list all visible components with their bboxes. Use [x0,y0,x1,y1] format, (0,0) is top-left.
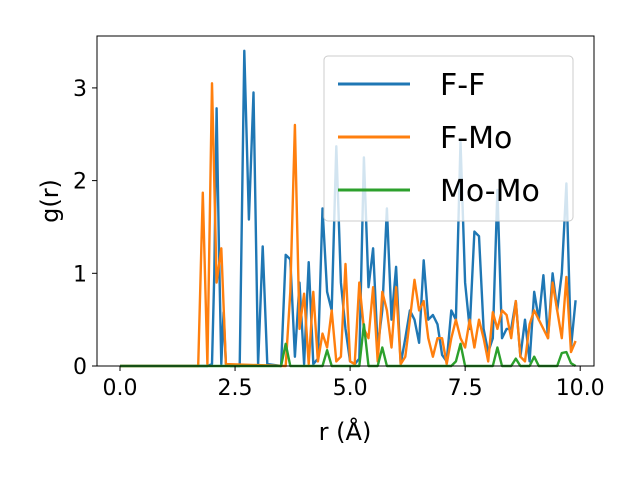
x-tick-label: 7.5 [448,376,483,401]
y-tick-label: 3 [73,77,87,102]
x-tick-label: 0.0 [103,376,138,401]
legend-label-f-f: F-F [440,68,485,103]
y-tick-label: 1 [73,262,87,287]
x-ticks: 0.0 2.5 5.0 7.5 10.0 [103,366,605,401]
plot-frame [96,35,595,367]
legend-frame [323,55,574,222]
series-line-f-mo [120,82,577,368]
legend-label-mo-mo: Mo-Mo [440,174,540,209]
legend: F-F F-Mo Mo-Mo [323,55,574,222]
y-tick-label: 2 [73,170,87,195]
y-tick-label: 0 [73,355,87,380]
y-axis-label: g(r) [36,179,64,223]
x-tick-label: 5.0 [333,376,368,401]
x-tick-label: 10.0 [556,376,605,401]
x-axis-label: r (Å) [319,417,372,446]
legend-label-f-mo: F-Mo [440,121,512,156]
y-ticks: 0 1 2 3 [73,77,97,380]
x-tick-label: 2.5 [218,376,253,401]
